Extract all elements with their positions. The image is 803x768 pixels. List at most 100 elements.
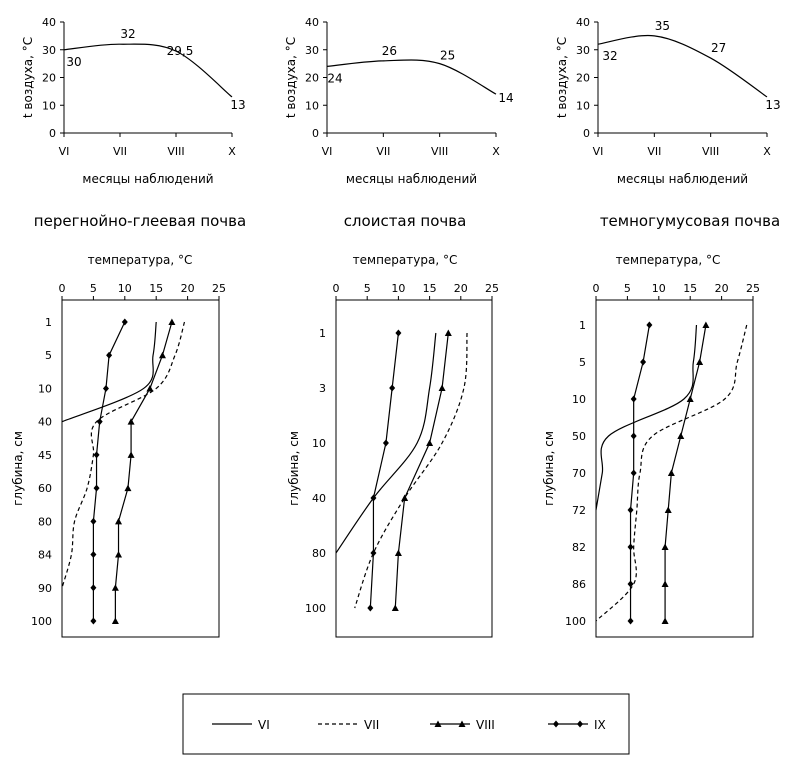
x-tick-label: 25 <box>212 282 226 295</box>
legend-item-IX: IX <box>548 718 606 732</box>
series-VII <box>595 324 748 622</box>
triangle-marker <box>394 549 402 556</box>
data-label: 27 <box>711 41 726 55</box>
diamond-marker <box>630 432 637 440</box>
depth-tick-label: 1 <box>319 327 326 340</box>
triangle-marker <box>401 494 409 501</box>
air-temperature-line <box>597 34 768 98</box>
depth-tick-label: 60 <box>38 482 52 495</box>
y-tick-label: 30 <box>305 44 319 57</box>
diamond-marker <box>90 584 97 592</box>
legend-box <box>182 693 630 755</box>
diamond-marker <box>90 617 97 625</box>
series-line <box>595 324 748 622</box>
diamond-marker <box>370 549 377 557</box>
y-axis-label: глубина, см <box>287 431 301 506</box>
y-tick-label: 0 <box>583 127 590 140</box>
soil-title: слоистая почва <box>344 212 467 230</box>
diamond-marker <box>106 351 113 359</box>
y-tick-label: 10 <box>576 99 590 112</box>
series-VI <box>595 324 698 511</box>
x-tick-label: 5 <box>624 282 631 295</box>
series-line <box>61 321 186 588</box>
triangle-marker <box>702 321 710 328</box>
x-tick-label: X <box>763 145 771 158</box>
triangle-marker <box>677 432 685 439</box>
triangle-marker <box>127 451 135 458</box>
depth-tick-label: 100 <box>305 602 326 615</box>
y-axis-label: глубина, см <box>542 431 556 506</box>
triangle-marker <box>426 439 434 446</box>
series-VIII <box>391 329 452 611</box>
x-tick-label: 15 <box>149 282 163 295</box>
y-tick-label: 40 <box>576 16 590 29</box>
data-label: 26 <box>382 44 397 58</box>
series-VII <box>354 332 468 609</box>
series-VII <box>61 321 186 588</box>
plot-frame <box>595 299 754 638</box>
data-label: 24 <box>327 71 342 85</box>
x-tick-label: 5 <box>90 282 97 295</box>
depth-tick-label: 10 <box>572 393 586 406</box>
legend-label: VII <box>364 718 379 732</box>
triangle-marker <box>124 484 132 492</box>
series-line <box>114 321 173 621</box>
series-line <box>92 321 126 621</box>
depth-tick-label: 84 <box>38 549 52 562</box>
triangle-marker <box>111 584 119 591</box>
series-IX <box>367 329 402 612</box>
depth-tick-label: 10 <box>38 382 52 395</box>
depth-tick-label: 1 <box>579 319 586 332</box>
x-tick-label: 20 <box>715 282 729 295</box>
x-tick-label: VIII <box>431 145 448 158</box>
diamond-marker <box>630 395 637 403</box>
diamond-marker <box>577 720 583 728</box>
y-tick-label: 40 <box>42 16 56 29</box>
x-axis-label: месяцы наблюдений <box>82 172 213 186</box>
x-tick-label: 0 <box>59 282 66 295</box>
depth-tick-label: 45 <box>38 449 52 462</box>
triangle-marker <box>438 384 446 391</box>
plot-frame <box>335 299 493 638</box>
x-tick-label: 20 <box>454 282 468 295</box>
soil-chart-soil2: 0 5 10 15 20 25 температура, °C 1 3 10 40 80 100 глуб… <box>287 253 499 638</box>
legend-item-VIII: VIII <box>430 718 495 732</box>
x-tick-label: X <box>228 145 236 158</box>
y-axis-label: t воздуха, °C <box>555 37 569 118</box>
data-label: 13 <box>765 98 780 112</box>
x-tick-label: 20 <box>181 282 195 295</box>
data-label: 14 <box>498 91 513 105</box>
y-tick-label: 20 <box>42 72 56 85</box>
series-line <box>354 332 468 609</box>
legend-label: VIII <box>476 718 495 732</box>
legend-item-VII: VII <box>318 718 379 732</box>
data-label: 25 <box>440 49 455 63</box>
x-tick-label: 15 <box>423 282 437 295</box>
y-tick-label: 0 <box>49 127 56 140</box>
legend: VI VII VIII IX <box>182 693 630 755</box>
triangle-marker <box>146 384 154 392</box>
triangle-marker <box>115 551 123 558</box>
triangle-marker <box>696 358 704 365</box>
legend-label: IX <box>594 718 606 732</box>
series-line <box>335 332 437 554</box>
triangle-marker <box>168 318 176 325</box>
x-tick-label: 0 <box>593 282 600 295</box>
x-tick-label: VI <box>593 145 604 158</box>
triangle-marker <box>667 469 675 476</box>
diamond-marker <box>627 543 634 551</box>
series-VIII <box>661 321 710 624</box>
y-tick-label: 30 <box>576 44 590 57</box>
y-tick-label: 30 <box>42 44 56 57</box>
diamond-marker <box>93 484 100 492</box>
legend-item-VI: VI <box>212 718 270 732</box>
y-tick-label: 20 <box>305 72 319 85</box>
depth-tick-label: 3 <box>319 382 326 395</box>
depth-tick-label: 80 <box>312 547 326 560</box>
depth-tick-label: 100 <box>565 615 586 628</box>
diamond-marker <box>627 506 634 514</box>
depth-tick-label: 1 <box>45 316 52 329</box>
